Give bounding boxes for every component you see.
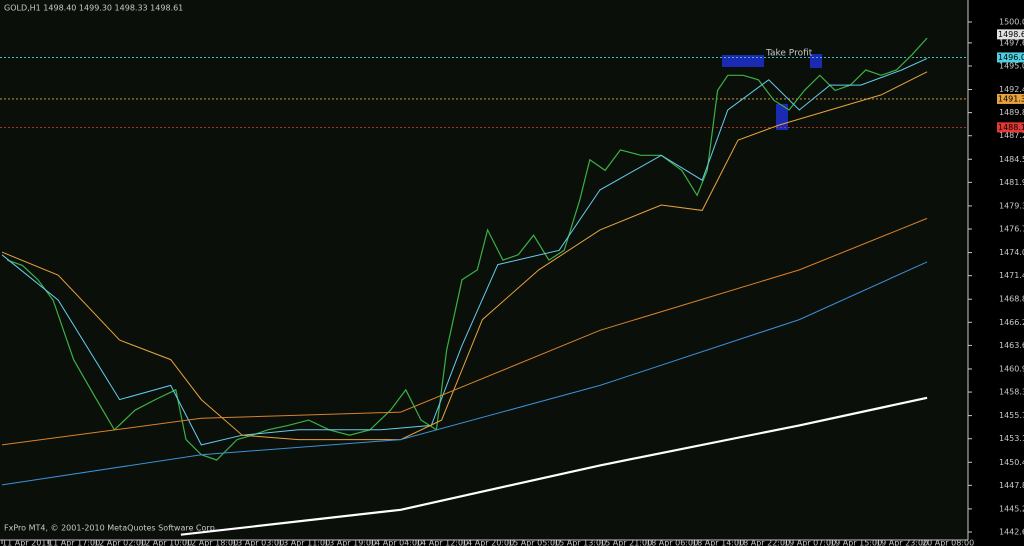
x-tick-label: 15 Apr 13:00	[554, 539, 606, 546]
x-tick-label: 15 Apr 05:00	[508, 539, 560, 546]
x-tick-label: 11 Apr 17:00	[48, 539, 100, 546]
current-price-bg	[997, 29, 1024, 40]
y-tick-label: 1500.00	[999, 17, 1024, 26]
x-tick-label: 12 Apr 02:00	[94, 539, 146, 546]
x-tick-label: 19 Apr 23:00	[876, 539, 928, 546]
y-tick-label: 1445.20	[999, 504, 1024, 513]
x-tick-label: 13 Apr 03:00	[232, 539, 284, 546]
level-label: 1491.34	[998, 94, 1024, 103]
price-line	[1, 217, 928, 446]
x-tick-label: 13 Apr 19:00	[324, 539, 376, 546]
y-tick-label: 1453.10	[999, 434, 1024, 443]
x-tick-label: 18 Apr 22:00	[738, 539, 790, 546]
footer: FxPro MT4, © 2001-2010 MetaQuotes Softwa…	[4, 524, 217, 533]
y-tick-label: 1487.20	[999, 131, 1024, 140]
x-tick-label: 18 Apr 14:00	[692, 539, 744, 546]
x-tick-label: 14 Apr 20:00	[462, 539, 514, 546]
price-line	[6, 37, 928, 461]
y-tick-label: 1463.60	[999, 341, 1024, 350]
x-tick-label: 19 Apr 07:00	[784, 539, 836, 546]
y-tick-label: 1481.95	[999, 178, 1024, 187]
x-tick-label: 19 Apr 15:00	[830, 539, 882, 546]
x-tick-label: 11 Apr 2011	[2, 539, 51, 546]
y-tick-label: 1447.85	[999, 481, 1024, 490]
plot-area	[0, 0, 968, 540]
y-tick-label: 1466.20	[999, 318, 1024, 327]
level-label-bg	[997, 122, 1024, 133]
level-label: 1496.01	[998, 53, 1024, 62]
price-line	[180, 396, 928, 536]
y-tick-label: 1495.05	[999, 61, 1024, 70]
y-tick-label: 1492.40	[999, 85, 1024, 94]
y-tick-label: 1497.65	[999, 38, 1024, 47]
price-line	[1, 261, 928, 486]
y-tick-label: 1468.80	[999, 295, 1024, 304]
chart-title: GOLD,H1 1498.40 1499.30 1498.33 1498.61	[4, 4, 183, 13]
y-tick-label: 1458.35	[999, 388, 1024, 397]
y-tick-label: 1471.45	[999, 271, 1024, 280]
y-tick-label: 1455.70	[999, 411, 1024, 420]
y-tick-label: 1489.80	[999, 108, 1024, 117]
y-tick-label: 1460.95	[999, 364, 1024, 373]
x-tick-label: 12 Apr 10:00	[140, 539, 192, 546]
order-marker	[722, 55, 764, 67]
x-tick-label: 14 Apr 12:00	[416, 539, 468, 546]
y-tick-label: 1476.70	[999, 225, 1024, 234]
x-tick-label: 13 Apr 11:00	[278, 539, 330, 546]
level-label-bg	[997, 93, 1024, 104]
y-tick-label: 1474.05	[999, 248, 1024, 257]
x-tick-label: 12 Apr 18:00	[186, 539, 238, 546]
x-tick-label: 20 Apr 08:00	[922, 539, 974, 546]
price-line	[1, 57, 928, 446]
x-tick-label: 14 Apr 04:00	[370, 539, 422, 546]
y-tick-label: 1479.30	[999, 201, 1024, 210]
x-tick-label: 18 Apr 06:00	[646, 539, 698, 546]
y-tick-label: 1450.45	[999, 458, 1024, 467]
level-label-bg	[997, 52, 1024, 63]
x-tick-label: 15 Apr 21:00	[600, 539, 652, 546]
y-tick-label: 1484.55	[999, 155, 1024, 164]
annotation: Take Profit	[765, 49, 813, 59]
level-label: 1488.14	[998, 123, 1024, 132]
price-line	[1, 71, 928, 441]
y-tick-label: 1442.60	[999, 528, 1024, 537]
current-price-label: 1498.61	[998, 30, 1024, 39]
